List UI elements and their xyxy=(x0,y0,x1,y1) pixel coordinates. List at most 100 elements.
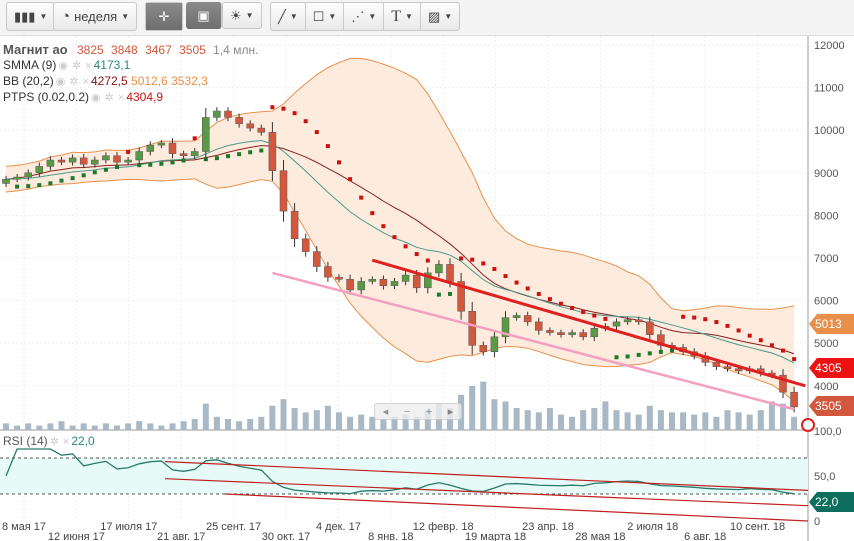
candle-body xyxy=(357,281,365,291)
ptps-dot xyxy=(370,211,375,216)
close-icon[interactable]: × xyxy=(85,60,92,72)
volume-bar xyxy=(36,425,43,430)
volume-bar xyxy=(480,381,487,430)
x-axis-label: 4 дек. 17 xyxy=(316,521,361,533)
volume-bar xyxy=(746,414,753,430)
ptps-dot xyxy=(303,119,308,124)
rsi-axis-label: 0 xyxy=(814,516,820,528)
fib-tool-button[interactable]: ⋰ ▼ xyxy=(344,3,385,30)
scroll-left-icon[interactable]: ◂ xyxy=(382,406,389,418)
text-tool-button[interactable]: T ▼ xyxy=(384,3,421,30)
candle-body xyxy=(335,276,343,280)
volume-bar xyxy=(591,408,598,430)
eye-icon[interactable]: ◉ xyxy=(58,60,68,72)
candle-body xyxy=(546,330,554,333)
theme-button[interactable]: ☀ ▼ xyxy=(222,2,262,29)
image-icon: ▨ xyxy=(427,8,441,24)
ptps-dot xyxy=(81,173,86,178)
sun-icon: ☀ xyxy=(230,7,242,23)
volume-bar xyxy=(524,410,531,430)
chart-navigator[interactable]: ◂ − + ▸ xyxy=(374,403,462,420)
gear-icon[interactable]: ✲ xyxy=(104,92,114,104)
volume-bar xyxy=(3,423,9,430)
line-tool-button[interactable]: ╱ ▼ xyxy=(271,3,306,30)
candle-body xyxy=(435,264,443,274)
rsi-axis-label: 50,0 xyxy=(814,471,835,483)
x-axis-label: 19 марта 18 xyxy=(465,531,526,541)
rsi-legend: RSI (14) ✲ × 22,0 xyxy=(3,434,95,448)
candle-body xyxy=(723,366,732,370)
ptps-dot xyxy=(248,150,253,155)
bb-up-value: 5012,6 xyxy=(131,74,168,88)
ptps-dot xyxy=(436,292,441,297)
ptps-dot xyxy=(115,164,119,169)
ptps-dot xyxy=(514,280,519,285)
eye-icon[interactable]: ◉ xyxy=(55,76,66,88)
candle-body xyxy=(202,117,210,152)
candle-body xyxy=(246,123,254,129)
volume-bar xyxy=(91,425,98,430)
ptps-dot xyxy=(414,252,419,257)
close-icon[interactable]: × xyxy=(82,76,89,88)
candle-body xyxy=(268,132,277,171)
smma-value: 4173,1 xyxy=(93,58,131,72)
volume-bar xyxy=(336,412,342,430)
ptps-value: 4304,9 xyxy=(126,90,164,104)
gear-icon[interactable]: ✲ xyxy=(49,436,59,448)
rsi-label: RSI (14) xyxy=(3,434,48,448)
volume-bar xyxy=(280,399,287,430)
price-chart[interactable]: 12000 11000 10000 9000 8000 7000 6000 5000 4000 8… xyxy=(0,36,854,541)
volume-bar xyxy=(558,414,564,430)
last-price-marker xyxy=(801,418,815,432)
y-axis-label: 10000 xyxy=(814,125,845,137)
candle-body xyxy=(46,159,55,167)
volume-bar xyxy=(25,423,32,430)
close-icon[interactable]: × xyxy=(62,436,70,448)
ptps-dot xyxy=(658,349,663,354)
candle-body xyxy=(235,117,243,125)
ptps-dot xyxy=(481,261,486,266)
crosshair-button[interactable]: ✛ xyxy=(146,3,182,30)
ptps-dot xyxy=(226,154,230,159)
indicators-panel-button[interactable]: ▣ xyxy=(186,2,222,29)
eye-icon[interactable]: ◉ xyxy=(91,92,101,104)
close-value: 3505 xyxy=(179,43,206,57)
volume-bar xyxy=(69,425,76,430)
close-icon[interactable]: × xyxy=(117,92,125,104)
x-axis-label: 10 сент. 18 xyxy=(730,521,785,533)
candle-body xyxy=(146,144,155,152)
period-dropdown[interactable]: ◔ неделя ▼ xyxy=(61,8,130,25)
ptps-dot xyxy=(792,357,797,362)
ptps-dot xyxy=(148,162,153,167)
x-axis-label: 21 авг. 17 xyxy=(157,531,205,541)
shape-tool-button[interactable]: ☐ ▼ xyxy=(306,3,345,30)
volume-bar xyxy=(680,412,687,430)
gear-icon[interactable]: ✲ xyxy=(69,76,79,88)
ptps-dot xyxy=(348,177,353,182)
zoom-out-icon[interactable]: − xyxy=(403,405,411,418)
candle-body xyxy=(190,151,199,157)
candle-body xyxy=(412,274,421,289)
candle-body xyxy=(368,279,377,282)
ptps-dot xyxy=(314,130,319,135)
rsi-trend-line xyxy=(164,478,809,507)
chart-type-button[interactable]: ▮▮▮ ▼ xyxy=(14,8,48,24)
ptps-dot xyxy=(692,315,697,320)
candle-body xyxy=(424,272,432,289)
gear-icon[interactable]: ✲ xyxy=(71,60,82,72)
volume-bar xyxy=(236,421,243,430)
candle-body xyxy=(257,127,266,133)
rsi-trend-line xyxy=(164,461,809,491)
volume-bar xyxy=(757,410,764,430)
ptps-dot xyxy=(559,301,563,306)
ptps-dot xyxy=(714,320,719,325)
image-tool-button[interactable]: ▨ ▼ xyxy=(427,8,453,24)
volume-bar xyxy=(702,412,709,430)
volume-bar xyxy=(768,401,775,430)
ptps-dot xyxy=(181,158,186,163)
scroll-right-icon[interactable]: ▸ xyxy=(447,406,454,418)
volume-bar xyxy=(147,423,154,430)
zoom-in-icon[interactable]: + xyxy=(425,405,433,418)
ptps-dot xyxy=(625,354,630,359)
ptps-dot xyxy=(15,184,20,189)
